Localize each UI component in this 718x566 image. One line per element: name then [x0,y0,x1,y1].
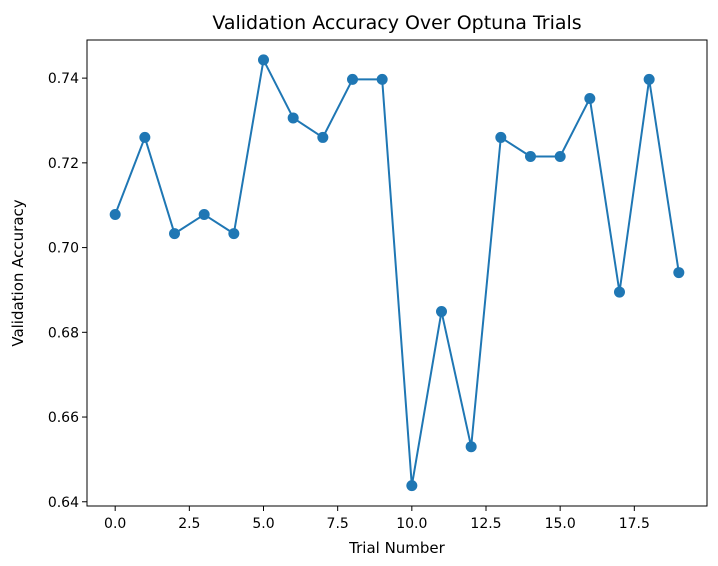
plot-area [109,54,685,492]
data-point-trial-8 [347,73,359,85]
data-point-trial-19 [673,267,685,279]
x-tick-label: 7.5 [327,516,349,532]
x-tick-label: 10.0 [396,516,427,532]
y-tick-label: 0.72 [48,156,79,172]
plot-frame [86,39,708,507]
y-tick-label: 0.70 [48,241,79,257]
data-point-trial-14 [524,151,536,162]
data-point-trial-11 [435,306,447,318]
x-tick-label: 17.5 [619,516,650,532]
data-point-trial-10 [406,480,418,492]
y-tick-label: 0.74 [48,71,79,87]
x-tick-label: 2.5 [178,516,200,532]
y-axis-label: Validation Accuracy [9,199,27,346]
data-point-trial-1 [139,131,151,143]
y-tick-label: 0.68 [48,325,79,341]
data-point-trial-13 [495,131,507,143]
x-tick-label: 12.5 [470,516,501,532]
data-point-trial-9 [376,73,388,85]
data-point-trial-7 [317,131,329,143]
data-point-trial-3 [198,209,210,221]
data-point-trial-2 [169,228,181,240]
data-point-trial-6 [287,112,299,124]
y-tick-label: 0.66 [48,410,79,426]
data-point-trial-16 [584,92,596,104]
series-line-validation_accuracy [114,58,680,487]
chart-title: Validation Accuracy Over Optuna Trials [212,12,581,34]
data-point-trial-0 [109,209,121,221]
data-point-trial-5 [258,54,270,66]
x-tick-label: 5.0 [252,516,274,532]
data-point-trial-18 [643,73,655,85]
data-point-trial-4 [228,228,240,240]
y-tick-label: 0.64 [48,495,79,511]
data-point-trial-12 [465,441,477,453]
x-tick-label: 15.0 [545,516,576,532]
data-point-trial-15 [554,151,566,162]
data-point-trial-17 [613,286,625,298]
x-tick-label: 0.0 [104,516,126,532]
axis-ticks: 0.0 2.5 5.0 7.5 10.0 12.5 15.0 17.5 0.64 0.66 0.68… [48,71,650,532]
x-axis-label: Trial Number [348,539,446,557]
